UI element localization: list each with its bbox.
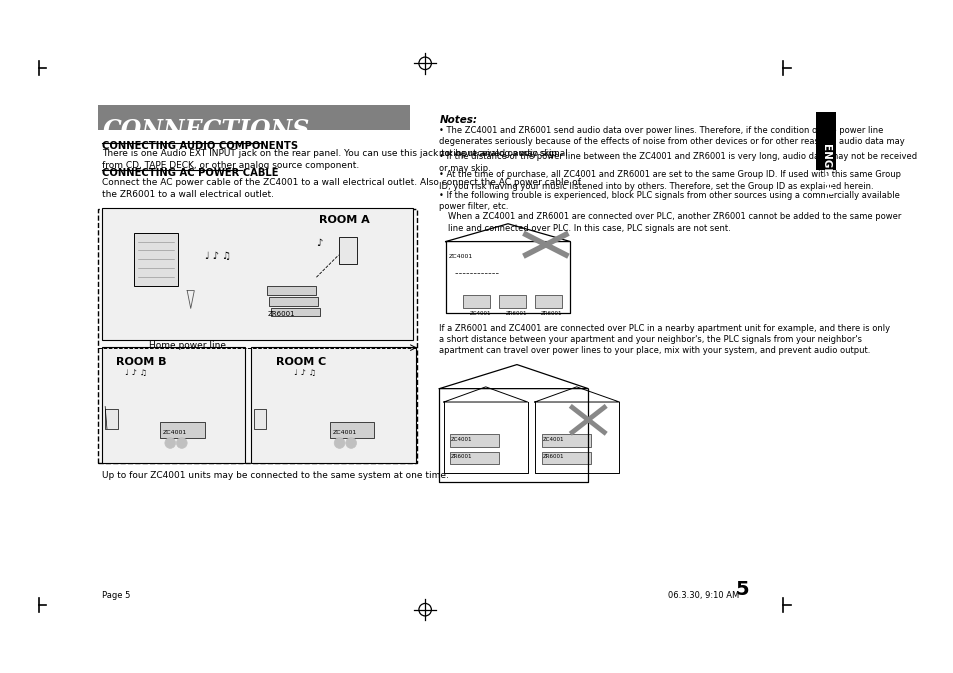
Text: Home power line: Home power line xyxy=(149,341,226,351)
Text: ZC4001: ZC4001 xyxy=(448,254,472,258)
Text: ZR6001: ZR6001 xyxy=(267,312,294,318)
Text: • The ZC4001 and ZR6001 send audio data over power lines. Therefore, if the cond: • The ZC4001 and ZR6001 send audio data … xyxy=(439,126,904,157)
Text: ZC4001: ZC4001 xyxy=(163,430,187,435)
FancyBboxPatch shape xyxy=(98,209,416,462)
Text: 06.3.30, 9:10 AM: 06.3.30, 9:10 AM xyxy=(668,591,739,600)
Text: ZC4001: ZC4001 xyxy=(542,437,563,442)
Text: ZR6001: ZR6001 xyxy=(451,454,472,459)
Text: CONNECTING AC POWER CABLE: CONNECTING AC POWER CABLE xyxy=(102,168,278,178)
Circle shape xyxy=(165,437,175,448)
Text: When a ZC4001 and ZR6001 are connected over PLC, another ZR6001 cannot be added : When a ZC4001 and ZR6001 are connected o… xyxy=(448,212,901,233)
FancyBboxPatch shape xyxy=(271,308,319,316)
FancyBboxPatch shape xyxy=(133,233,178,286)
FancyBboxPatch shape xyxy=(105,409,117,429)
FancyBboxPatch shape xyxy=(450,434,498,447)
FancyBboxPatch shape xyxy=(338,237,356,264)
Circle shape xyxy=(345,437,356,448)
Text: • At the time of purchase, all ZC4001 and ZR6001 are set to the same Group ID. I: • At the time of purchase, all ZC4001 an… xyxy=(439,170,901,190)
Text: ZC4001: ZC4001 xyxy=(469,311,491,316)
Text: Connect the AC power cable of the ZC4001 to a wall electrical outlet. Also conne: Connect the AC power cable of the ZC4001… xyxy=(102,178,580,199)
Text: ENGLISH: ENGLISH xyxy=(821,143,830,194)
Text: ZC4001: ZC4001 xyxy=(332,430,356,435)
FancyBboxPatch shape xyxy=(535,295,561,308)
Text: ROOM B: ROOM B xyxy=(115,357,166,367)
Text: There is one Audio EXT INPUT jack on the rear panel. You can use this jack to in: There is one Audio EXT INPUT jack on the… xyxy=(102,149,568,170)
Circle shape xyxy=(334,437,345,448)
Text: ROOM C: ROOM C xyxy=(276,357,326,367)
Text: 5: 5 xyxy=(734,580,748,599)
Circle shape xyxy=(176,437,187,448)
FancyBboxPatch shape xyxy=(463,295,490,308)
FancyBboxPatch shape xyxy=(269,297,318,306)
FancyBboxPatch shape xyxy=(498,295,525,308)
Text: ♩ ♪ ♫: ♩ ♪ ♫ xyxy=(205,252,231,261)
Text: ♪: ♪ xyxy=(316,238,322,248)
Text: ZR6001: ZR6001 xyxy=(542,454,563,459)
FancyBboxPatch shape xyxy=(541,434,590,447)
FancyBboxPatch shape xyxy=(98,105,410,130)
Text: Page 5: Page 5 xyxy=(102,591,131,600)
Text: • If the following trouble is experienced, block PLC signals from other sources : • If the following trouble is experience… xyxy=(439,190,900,211)
FancyBboxPatch shape xyxy=(541,452,590,464)
Text: ♩ ♪ ♫: ♩ ♪ ♫ xyxy=(294,368,315,378)
FancyBboxPatch shape xyxy=(267,286,316,295)
FancyBboxPatch shape xyxy=(102,208,413,340)
FancyBboxPatch shape xyxy=(160,421,205,437)
Text: ZR6001: ZR6001 xyxy=(540,311,562,316)
Text: CONNECTING AUDIO COMPONENTS: CONNECTING AUDIO COMPONENTS xyxy=(102,141,298,151)
FancyBboxPatch shape xyxy=(253,409,266,429)
FancyBboxPatch shape xyxy=(102,347,245,462)
FancyBboxPatch shape xyxy=(816,112,835,170)
FancyBboxPatch shape xyxy=(450,452,498,464)
Text: If a ZR6001 and ZC4001 are connected over PLC in a nearby apartment unit for exa: If a ZR6001 and ZC4001 are connected ove… xyxy=(439,324,889,355)
Text: Up to four ZC4001 units may be connected to the same system at one time.: Up to four ZC4001 units may be connected… xyxy=(102,470,449,480)
Text: CONNECTIONS: CONNECTIONS xyxy=(102,118,310,142)
Text: ♩ ♪ ♫: ♩ ♪ ♫ xyxy=(125,368,147,378)
Text: ROOM A: ROOM A xyxy=(318,215,370,225)
Text: • If the distance of the power line between the ZC4001 and ZR6001 is very long, : • If the distance of the power line betw… xyxy=(439,153,917,173)
Text: ZC4001: ZC4001 xyxy=(451,437,472,442)
FancyBboxPatch shape xyxy=(251,347,416,462)
FancyBboxPatch shape xyxy=(330,421,374,437)
Text: ZR6001: ZR6001 xyxy=(505,311,526,316)
Text: Notes:: Notes: xyxy=(439,115,476,125)
